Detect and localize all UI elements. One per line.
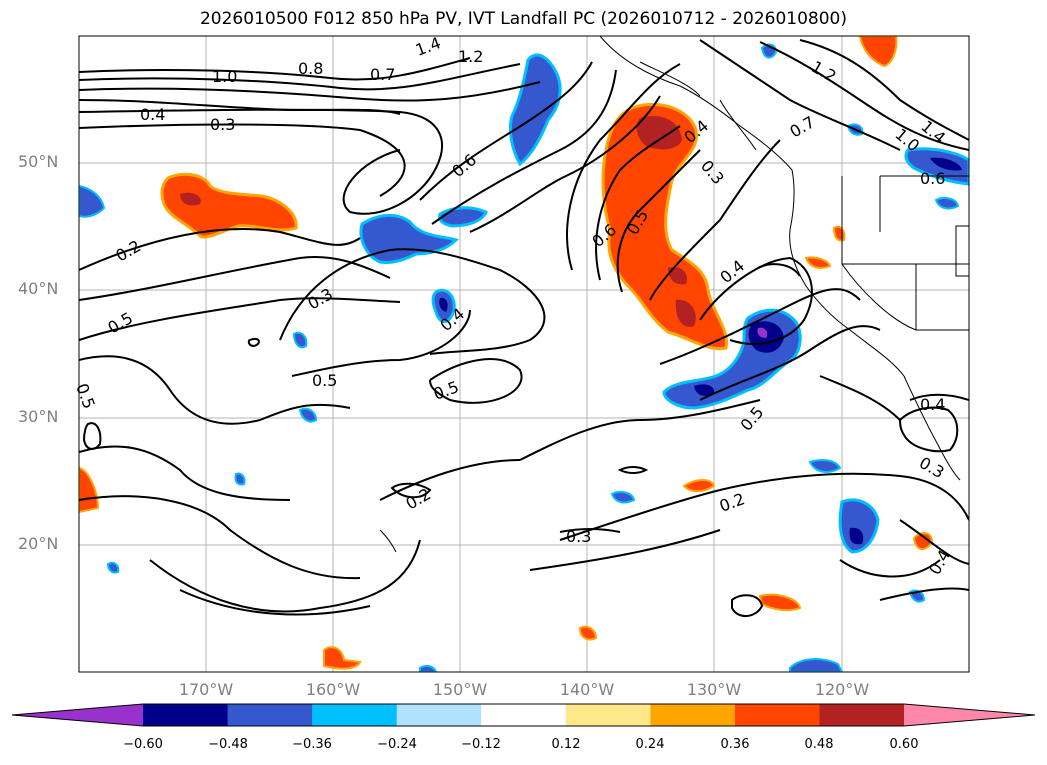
contour-label: 0.8 (298, 59, 323, 78)
lon-label: 160°W (305, 680, 361, 699)
colorbar-cell (312, 704, 398, 726)
contour-label: 0.6 (920, 169, 945, 188)
pv-contours (79, 39, 969, 617)
colorbar-cell (565, 704, 651, 726)
shade-positive-west-core (180, 192, 201, 206)
colorbar-cell (481, 704, 567, 726)
lat-label: 50°N (18, 152, 59, 171)
colorbar-cell (650, 704, 736, 726)
colorbar-outline (11, 703, 1036, 727)
lon-label: 120°W (814, 680, 870, 699)
colorbar-tick: −0.12 (461, 737, 501, 752)
colorbar-tick: 0.24 (635, 737, 665, 752)
colorbar-tick: 0.60 (889, 737, 919, 752)
lat-label: 30°N (18, 407, 59, 426)
lon-label: 130°W (686, 680, 742, 699)
contour-label: 0.7 (370, 65, 395, 84)
colorbar-cell (819, 704, 905, 726)
lon-label: 170°W (178, 680, 234, 699)
contour-label: 0.3 (566, 527, 591, 546)
colorbar-tick: 0.36 (720, 737, 750, 752)
contour-label: 0.4 (140, 105, 165, 124)
colorbar-tick: −0.24 (377, 737, 417, 752)
colorbar-cell (143, 704, 229, 726)
coastline (379, 36, 969, 553)
contour-label: 1.0 (212, 67, 237, 86)
colorbar-extend-low (12, 704, 143, 726)
shade-positive-west (160, 172, 298, 239)
colorbar-tick: −0.60 (123, 737, 163, 752)
lon-label: 150°W (432, 680, 488, 699)
shade-positive-core2 (675, 299, 696, 327)
lat-label: 20°N (18, 534, 59, 553)
colorbar-cell (396, 704, 482, 726)
colorbar-cell (734, 704, 821, 726)
colorbar-tick: 0.48 (804, 737, 834, 752)
colorbar-cell (227, 704, 313, 726)
colorbar-tick: −0.36 (292, 737, 332, 752)
contour-label: 0.4 (920, 395, 945, 414)
contour-label: 0.5 (312, 371, 337, 390)
map-plot: 1.4 1.2 1.0 0.8 0.7 0.4 0.3 0.6 0.2 0.5 … (72, 33, 970, 673)
colorbar-tick: −0.48 (208, 737, 248, 752)
lon-label: 140°W (559, 680, 615, 699)
colorbar-extend-high (904, 704, 1035, 726)
shade-positive-main (601, 103, 729, 351)
shade-negative-north (508, 53, 562, 167)
shade-positive-core (636, 116, 682, 150)
contour-label: 1.2 (458, 47, 483, 66)
gridlines (79, 36, 969, 672)
shade-positive-top (858, 36, 898, 68)
contour-label: 0.3 (210, 115, 235, 134)
map-title: 2026010500 F012 850 hPa PV, IVT Landfall… (199, 9, 847, 29)
colorbar-tick: 0.12 (551, 737, 581, 752)
shade-positive-core3 (668, 266, 687, 285)
lat-label: 40°N (18, 279, 59, 298)
